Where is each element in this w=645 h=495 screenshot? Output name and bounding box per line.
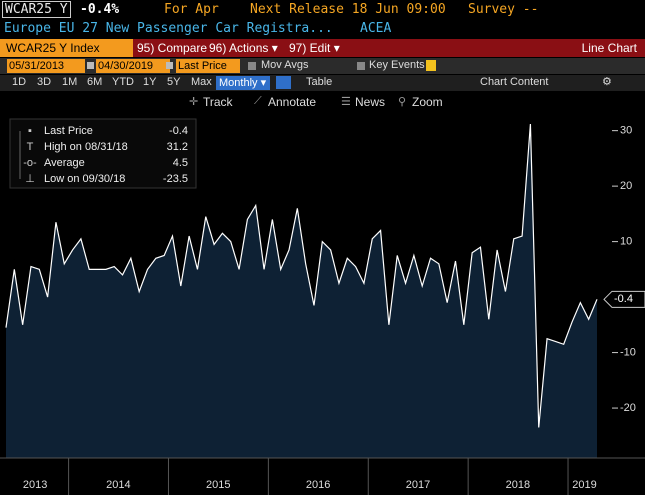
chart-content[interactable]: Chart Content (480, 76, 549, 88)
tool-icon[interactable]: ⚲ (398, 96, 407, 108)
x-tick-label: 2014 (106, 479, 130, 491)
survey: Survey -- (468, 2, 539, 17)
tool-row: ✛ Track ⟋ Annotate ☰ News ⚲ Zoom (0, 92, 645, 113)
period: For Apr (164, 2, 219, 17)
price-line (5, 123, 598, 428)
range-button[interactable]: 1M (62, 76, 78, 88)
tool-icon[interactable]: ✛ (189, 96, 199, 108)
legend-value: -23.5 (163, 173, 188, 185)
frequency-select[interactable]: Monthly ▾ (216, 76, 270, 90)
chart-icon[interactable] (276, 76, 291, 89)
gear-icon[interactable]: ⚙ (602, 76, 612, 88)
tool-button[interactable]: Track (203, 95, 233, 109)
tool-icon[interactable]: ☰ (341, 96, 351, 108)
range-button[interactable]: 1Y (143, 76, 157, 88)
y-tick-label: -10 (620, 346, 636, 358)
y-tick-label: -20 (620, 402, 636, 414)
range-button[interactable]: 3D (37, 76, 52, 88)
x-tick-label: 2017 (406, 479, 430, 491)
range-row: 1D 3D 1M 6M YTD 1Y 5Y Max Monthly ▾ Table Chart… (0, 75, 645, 91)
x-tick-label: 2018 (506, 479, 530, 491)
area-fill (6, 123, 597, 459)
next-release: Next Release 18 Jun 09:00 (250, 2, 446, 17)
legend-value: 4.5 (173, 157, 188, 169)
tool-button[interactable]: Zoom (412, 95, 443, 109)
range-button[interactable]: 5Y (167, 76, 181, 88)
toolbar-button[interactable]: 96) Actions ▾ (209, 41, 278, 55)
range-button[interactable]: YTD (112, 76, 134, 88)
tool-icon[interactable]: ⟋ (254, 95, 262, 107)
description: Europe EU 27 New Passenger Car Registra.… (4, 21, 333, 36)
checkbox[interactable] (248, 62, 256, 70)
header-row: WCAR25 Y -0.4% For Apr Next Release 18 J… (0, 0, 645, 20)
range-button[interactable]: 1D (12, 76, 27, 88)
info-icon[interactable] (426, 60, 436, 71)
range-button[interactable]: 6M (87, 76, 103, 88)
last-price-label: -0.4 (614, 293, 633, 305)
legend-label: Low on 09/30/18 (44, 173, 125, 185)
settings-row: 05/31/2013 - 04/30/2019 Last Price Mov A… (0, 58, 645, 74)
source: ACEA (360, 21, 392, 36)
change: -0.4% (80, 2, 120, 17)
range-button[interactable]: Max (191, 76, 212, 88)
legend-value: -0.4 (169, 125, 188, 137)
last-price-tag (603, 290, 645, 308)
x-tick-label: 2015 (206, 479, 230, 491)
security-field[interactable]: WCAR25 Y Index (0, 39, 133, 57)
x-tick-label: 2013 (23, 479, 47, 491)
legend-symbol: ⊥ (25, 173, 35, 185)
legend-box (9, 118, 197, 189)
calendar-icon[interactable] (87, 62, 94, 69)
checkbox[interactable] (357, 62, 365, 70)
view-name: Line Chart (581, 41, 637, 55)
calendar-icon[interactable] (166, 62, 173, 69)
tool-button[interactable]: Annotate (268, 95, 317, 109)
y-tick-label: 30 (620, 125, 632, 137)
end-date[interactable]: 04/30/2019 (96, 59, 170, 73)
ticker: WCAR25 Y (2, 1, 71, 18)
y-tick-label: 10 (620, 236, 632, 248)
legend-symbol: ▪ (28, 125, 32, 137)
y-tick-label: 20 (620, 180, 632, 192)
legend-symbol: T (27, 141, 34, 153)
command-row: WCAR25 Y Index 95) Compare 96) Actions ▾ 9… (0, 39, 645, 57)
field-select[interactable]: Last Price (176, 59, 240, 73)
toolbar-button[interactable]: 95) Compare (137, 41, 208, 55)
tool-button[interactable]: News (355, 95, 386, 109)
x-tick-label: 2019 (572, 479, 596, 491)
key-events[interactable]: Key Events (369, 59, 425, 71)
mov-avgs[interactable]: Mov Avgs (261, 59, 309, 71)
legend-label: High on 08/31/18 (44, 141, 128, 153)
description-row: Europe EU 27 New Passenger Car Registra.… (0, 20, 645, 38)
legend-symbol: -o- (23, 157, 37, 169)
x-tick-label: 2016 (306, 479, 330, 491)
legend-value: 31.2 (167, 141, 188, 153)
start-date[interactable]: 05/31/2013 (7, 59, 85, 73)
table-button[interactable]: Table (306, 76, 333, 88)
legend-label: Average (44, 157, 85, 169)
toolbar-button[interactable]: 97) Edit ▾ (289, 41, 340, 55)
legend-label: Last Price (44, 125, 93, 137)
